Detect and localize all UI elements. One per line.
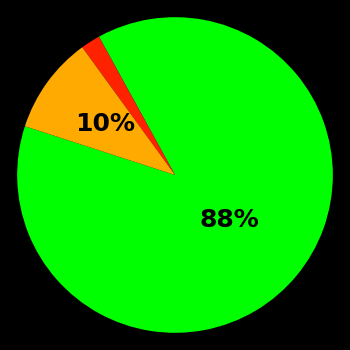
Text: 10%: 10% xyxy=(75,112,135,136)
Text: 88%: 88% xyxy=(200,208,260,232)
Wedge shape xyxy=(82,37,175,175)
Wedge shape xyxy=(25,47,175,175)
Wedge shape xyxy=(17,17,333,333)
